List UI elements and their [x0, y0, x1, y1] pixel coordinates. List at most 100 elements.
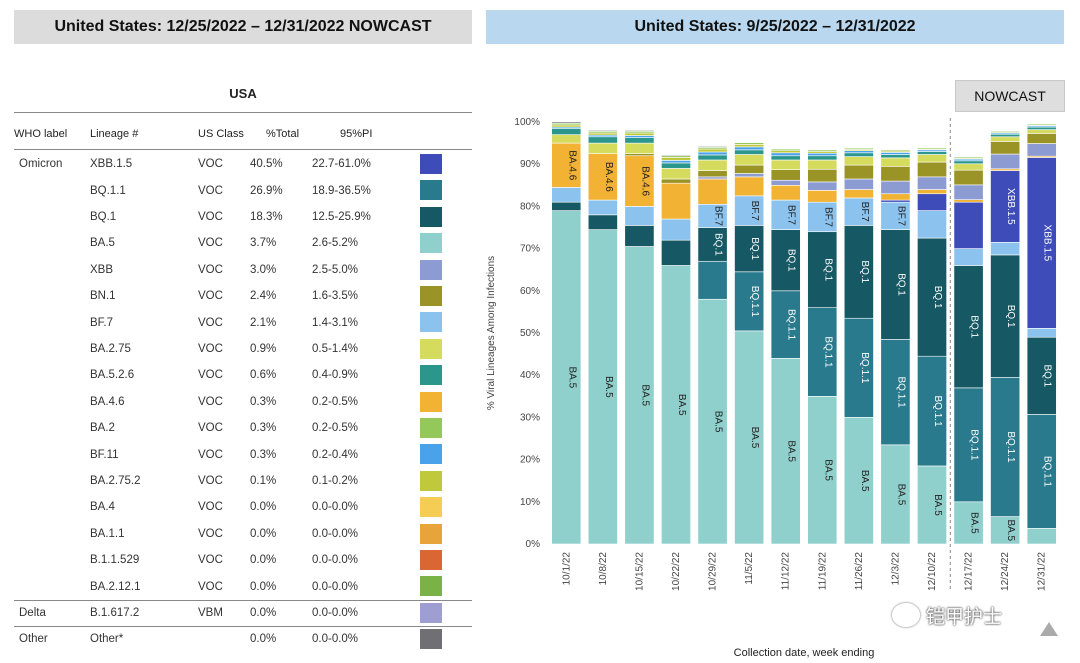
- bar-data-label: BQ.1.1: [1042, 456, 1053, 488]
- y-tick-label: 50%: [520, 328, 540, 339]
- bar-segment: [990, 141, 1021, 155]
- color-swatch: [420, 629, 442, 650]
- bar-segment: [953, 201, 984, 249]
- bar-data-label: BQ.1: [1005, 305, 1016, 328]
- cell-lineage: BA.4.6: [90, 395, 125, 408]
- header-95pi: 95%PI: [340, 128, 373, 140]
- bar-segment: [917, 154, 947, 163]
- bar-segment: [880, 152, 911, 155]
- table-row: Omicron XBB.1.5 VOC 40.5% 22.7-61.0%: [14, 151, 444, 177]
- bar-data-label: BQ.1: [932, 286, 943, 309]
- cell-us-class: VOC: [198, 184, 223, 197]
- cell-95pi: 0.0-0.0%: [312, 501, 359, 514]
- bar-segment: [587, 153, 618, 201]
- bar-segment: [990, 133, 1021, 138]
- cell-lineage: BA.2.75.2: [90, 474, 141, 487]
- color-swatch: [420, 206, 442, 227]
- bar-segment: [697, 227, 728, 262]
- bar-segment: [917, 161, 947, 178]
- cell-lineage: BN.1: [90, 290, 116, 303]
- bar-segment: [624, 153, 655, 157]
- bar-segment: [587, 132, 618, 136]
- bar-segment: [990, 136, 1021, 142]
- bar-segment: [807, 395, 838, 545]
- cell-lineage: B.1.1.529: [90, 554, 140, 567]
- header-who-label: WHO label: [14, 128, 68, 140]
- bar-segment: [770, 152, 801, 157]
- bar-segment: [843, 150, 874, 154]
- bar-segment: [770, 179, 801, 186]
- cell-us-class: VOC: [198, 501, 223, 514]
- table-row: BA.2.75 VOC 0.9% 0.5-1.4%: [14, 336, 444, 362]
- y-tick-label: 30%: [520, 412, 540, 423]
- bar-segment: [551, 124, 582, 128]
- table-group-rule: [14, 626, 472, 628]
- bar-data-label: BA.5: [749, 427, 760, 449]
- cell-pct-total: 0.6%: [250, 369, 277, 382]
- bar-segment: [1026, 143, 1057, 157]
- bar-segment: [770, 199, 801, 230]
- bar-segment: [807, 231, 838, 308]
- cell-pct-total: 0.3%: [250, 395, 277, 408]
- cell-95pi: 22.7-61.0%: [312, 158, 371, 171]
- cell-lineage: BA.2.75: [90, 342, 131, 355]
- bar-data-label: BA.5: [1005, 519, 1016, 541]
- bar-segment: [880, 193, 911, 201]
- bar-segment: [953, 184, 984, 200]
- bar-segment: [843, 152, 874, 157]
- y-tick-label: 20%: [520, 455, 540, 466]
- bar-segment: [734, 330, 765, 545]
- bar-data-label: BQ.1.1: [822, 336, 833, 368]
- bar-segment: [807, 181, 838, 191]
- table-group-rule: [14, 599, 472, 601]
- cell-pct-total: 3.0%: [250, 263, 277, 276]
- cell-pct-total: 0.0%: [250, 606, 277, 619]
- color-swatch: [420, 338, 442, 359]
- bar-segment: [917, 355, 947, 467]
- bar-data-label: BQ.1: [895, 273, 906, 296]
- cell-95pi: 0.4-0.9%: [312, 369, 359, 382]
- bar-segment: [587, 130, 618, 132]
- color-swatch: [420, 444, 442, 465]
- bar-data-label: BQ.1.1: [895, 377, 906, 409]
- bar-segment: [1026, 328, 1057, 338]
- bar-segment: [807, 155, 838, 161]
- bar-segment: [734, 173, 765, 178]
- bar-segment: [807, 201, 838, 233]
- cell-95pi: 0.0-0.0%: [312, 606, 359, 619]
- bar-segment: [697, 146, 728, 148]
- bar-segment: [990, 153, 1021, 170]
- cell-lineage: BA.1.1: [90, 527, 125, 540]
- table-title: USA: [229, 85, 257, 101]
- scroll-top-icon[interactable]: [1040, 622, 1058, 636]
- cell-95pi: 1.6-3.5%: [312, 290, 359, 303]
- bar-segment: [880, 199, 911, 203]
- bar-segment: [734, 195, 765, 226]
- bar-segment: [843, 189, 874, 199]
- cell-lineage: BA.5.2.6: [90, 369, 135, 382]
- bar-segment: [697, 148, 728, 153]
- y-tick-label: 90%: [520, 159, 540, 170]
- cell-us-class: VOC: [198, 369, 223, 382]
- bar-segment: [880, 166, 911, 182]
- cell-pct-total: 0.0%: [250, 527, 277, 540]
- cell-us-class: VOC: [198, 158, 223, 171]
- cell-us-class: VOC: [198, 316, 223, 329]
- y-tick-label: 10%: [520, 497, 540, 508]
- bar-segment: [661, 160, 691, 164]
- y-tick-label: 0%: [526, 539, 541, 550]
- cell-us-class: VOC: [198, 210, 223, 223]
- bar-segment: [624, 142, 655, 154]
- cell-95pi: 0.2-0.5%: [312, 422, 359, 435]
- x-tick-label: 10/8/22: [598, 552, 609, 586]
- x-axis-title: Collection date, week ending: [734, 647, 875, 659]
- color-swatch: [420, 233, 442, 254]
- cell-lineage: BQ.1: [90, 210, 117, 223]
- bar-data-label: BQ.1.1: [786, 309, 797, 341]
- color-swatch: [420, 470, 442, 491]
- bar-segment: [953, 160, 984, 165]
- bar-data-label: BA.5: [676, 394, 687, 416]
- bar-data-label: BQ.1: [713, 233, 724, 256]
- bar-segment: [953, 169, 984, 186]
- table-row: XBB VOC 3.0% 2.5-5.0%: [14, 257, 444, 283]
